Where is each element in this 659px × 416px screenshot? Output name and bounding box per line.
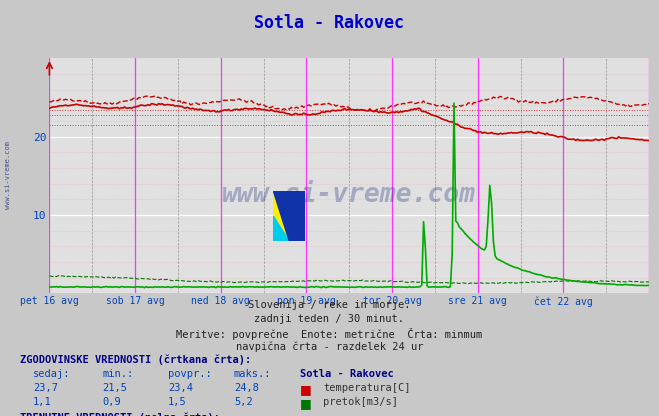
Text: temperatura[C]: temperatura[C] xyxy=(323,383,411,393)
Text: 23,7: 23,7 xyxy=(33,383,58,393)
Text: www.si-vreme.com: www.si-vreme.com xyxy=(5,141,11,209)
Text: Sotla - Rakovec: Sotla - Rakovec xyxy=(254,14,405,32)
Text: 23,4: 23,4 xyxy=(168,383,193,393)
Polygon shape xyxy=(273,191,305,241)
Text: Sotla - Rakovec: Sotla - Rakovec xyxy=(300,369,393,379)
Text: ■: ■ xyxy=(300,397,312,410)
Text: www.si-vreme.com: www.si-vreme.com xyxy=(222,181,476,208)
Text: min.:: min.: xyxy=(102,369,133,379)
Text: sedaj:: sedaj: xyxy=(33,369,71,379)
Polygon shape xyxy=(273,191,305,241)
Text: maks.:: maks.: xyxy=(234,369,272,379)
Text: ■: ■ xyxy=(300,383,312,396)
Text: pretok[m3/s]: pretok[m3/s] xyxy=(323,397,398,407)
Text: 24,8: 24,8 xyxy=(234,383,259,393)
Text: Meritve: povprečne  Enote: metrične  Črta: minmum: Meritve: povprečne Enote: metrične Črta:… xyxy=(177,328,482,340)
Text: ZGODOVINSKE VREDNOSTI (črtkana črta):: ZGODOVINSKE VREDNOSTI (črtkana črta): xyxy=(20,354,251,365)
Text: 1,1: 1,1 xyxy=(33,397,51,407)
Text: 0,9: 0,9 xyxy=(102,397,121,407)
Text: 21,5: 21,5 xyxy=(102,383,127,393)
Text: navpična črta - razdelek 24 ur: navpična črta - razdelek 24 ur xyxy=(236,342,423,352)
Text: 1,5: 1,5 xyxy=(168,397,186,407)
Polygon shape xyxy=(273,216,289,241)
Text: 5,2: 5,2 xyxy=(234,397,252,407)
Text: TRENUTNE VREDNOSTI (polna črta):: TRENUTNE VREDNOSTI (polna črta): xyxy=(20,413,219,416)
Text: povpr.:: povpr.: xyxy=(168,369,212,379)
Text: Slovenija / reke in morje.: Slovenija / reke in morje. xyxy=(248,300,411,310)
Text: zadnji teden / 30 minut.: zadnji teden / 30 minut. xyxy=(254,314,405,324)
